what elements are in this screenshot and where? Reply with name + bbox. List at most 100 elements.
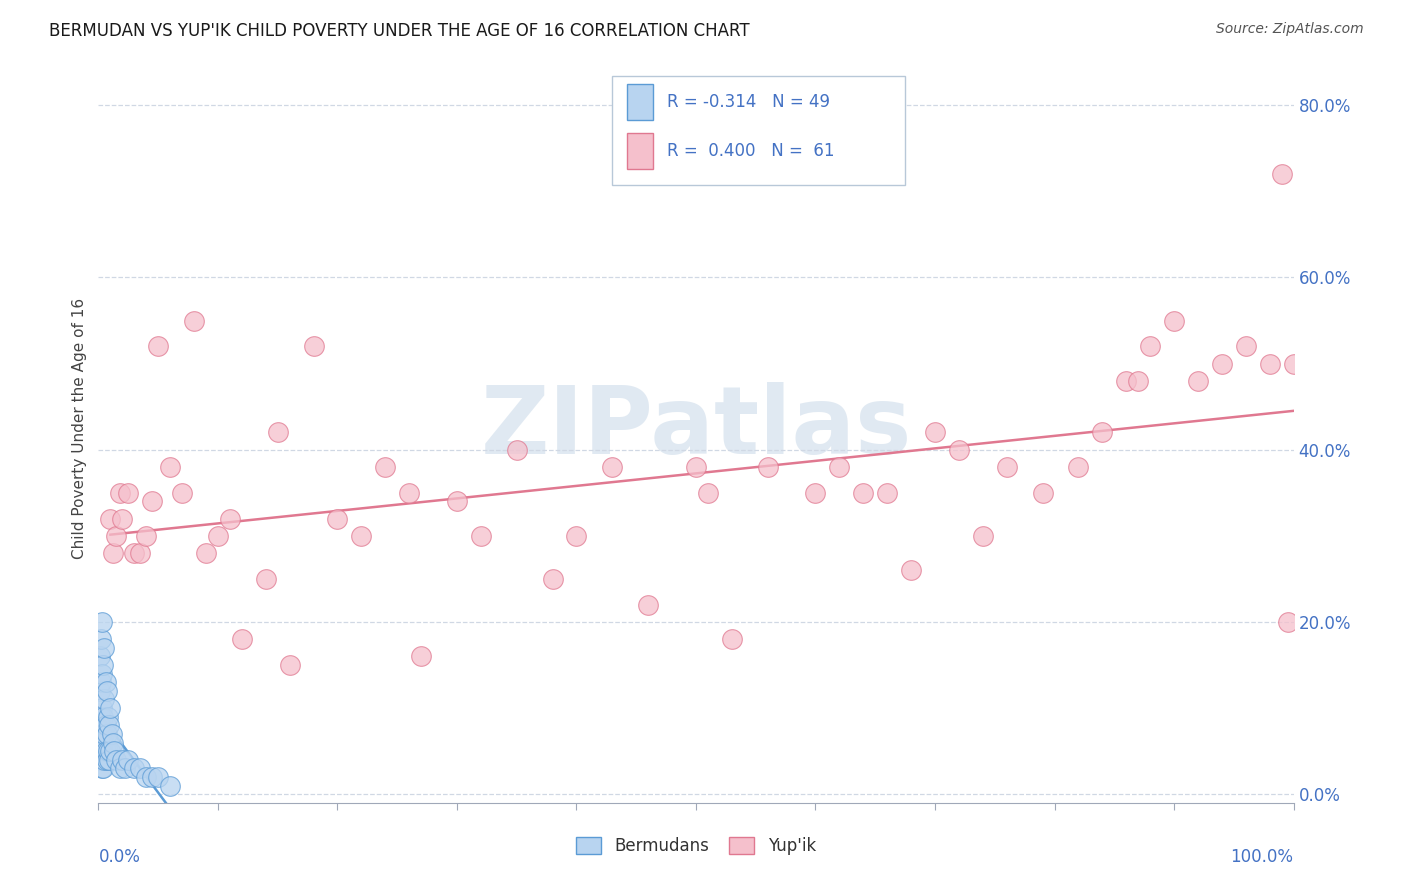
Point [1187, 374, 1209, 388]
Point [1258, 357, 1281, 371]
Point [91, 666, 114, 681]
Point [148, 770, 170, 784]
Point [900, 563, 922, 577]
Text: ZIPatlas: ZIPatlas [481, 382, 911, 475]
Point [972, 529, 994, 543]
Point [94, 718, 117, 732]
Point [96, 727, 118, 741]
Legend: Bermudans, Yup'ik: Bermudans, Yup'ik [569, 830, 823, 862]
Point [93, 640, 115, 655]
Point [97, 709, 120, 723]
Point [350, 529, 373, 543]
Point [117, 485, 139, 500]
Point [302, 339, 325, 353]
Point [93, 727, 115, 741]
Point [1139, 339, 1161, 353]
Point [948, 442, 970, 457]
Point [91, 658, 114, 673]
Point [876, 485, 898, 500]
Text: BERMUDAN VS YUP'IK CHILD POVERTY UNDER THE AGE OF 16 CORRELATION CHART: BERMUDAN VS YUP'IK CHILD POVERTY UNDER T… [49, 22, 749, 40]
Point [721, 632, 744, 647]
Point [470, 529, 492, 543]
Point [89, 649, 111, 664]
Point [1067, 459, 1090, 474]
Point [117, 753, 139, 767]
Point [94, 675, 117, 690]
Point [96, 683, 118, 698]
Point [114, 761, 136, 775]
Point [637, 598, 659, 612]
Point [105, 529, 128, 543]
Point [124, 546, 146, 560]
Point [1091, 425, 1114, 440]
Text: R = -0.314   N = 49: R = -0.314 N = 49 [668, 94, 831, 112]
Point [398, 485, 420, 500]
Point [129, 761, 152, 775]
Point [506, 442, 529, 457]
Point [103, 744, 125, 758]
Point [91, 744, 114, 758]
Bar [627, 84, 652, 120]
Point [326, 511, 349, 525]
Point [111, 753, 134, 767]
Point [1282, 357, 1305, 371]
Point [90, 675, 112, 690]
Point [91, 761, 114, 775]
Point [1271, 167, 1294, 181]
Point [172, 485, 194, 500]
Point [1128, 374, 1150, 388]
Point [91, 735, 114, 749]
Y-axis label: Child Poverty Under the Age of 16: Child Poverty Under the Age of 16 [72, 298, 87, 558]
Point [267, 425, 290, 440]
Point [207, 529, 229, 543]
Point [804, 485, 827, 500]
Text: 100.0%: 100.0% [1230, 847, 1294, 866]
Bar [627, 133, 652, 169]
Point [100, 727, 122, 741]
Point [697, 485, 720, 500]
Point [1234, 339, 1257, 353]
Point [98, 753, 121, 767]
Point [1277, 615, 1299, 629]
Point [183, 313, 205, 327]
Point [924, 425, 946, 440]
Point [141, 770, 163, 784]
Point [90, 632, 112, 647]
Point [411, 649, 433, 664]
Point [1115, 374, 1137, 388]
Point [108, 761, 131, 775]
Point [105, 753, 128, 767]
Point [91, 615, 114, 629]
Point [828, 459, 851, 474]
Point [148, 339, 170, 353]
Point [124, 761, 146, 775]
Point [1032, 485, 1054, 500]
Text: 0.0%: 0.0% [98, 847, 141, 866]
Point [111, 511, 134, 525]
Point [98, 718, 121, 732]
Point [96, 753, 118, 767]
Point [602, 459, 624, 474]
Point [135, 770, 157, 784]
Point [91, 701, 114, 715]
Point [91, 761, 114, 775]
Point [195, 546, 218, 560]
Point [91, 727, 114, 741]
Point [541, 572, 564, 586]
Point [98, 701, 122, 715]
Point [231, 632, 253, 647]
Point [98, 744, 122, 758]
Point [852, 485, 875, 500]
Text: R =  0.400   N =  61: R = 0.400 N = 61 [668, 142, 835, 160]
Point [97, 744, 120, 758]
Point [159, 779, 181, 793]
Text: Source: ZipAtlas.com: Source: ZipAtlas.com [1216, 22, 1364, 37]
Point [90, 709, 112, 723]
Point [278, 658, 301, 673]
Point [1211, 357, 1233, 371]
Bar [613, 76, 905, 185]
Point [101, 546, 124, 560]
Point [101, 735, 124, 749]
Point [90, 735, 112, 749]
Point [90, 753, 112, 767]
